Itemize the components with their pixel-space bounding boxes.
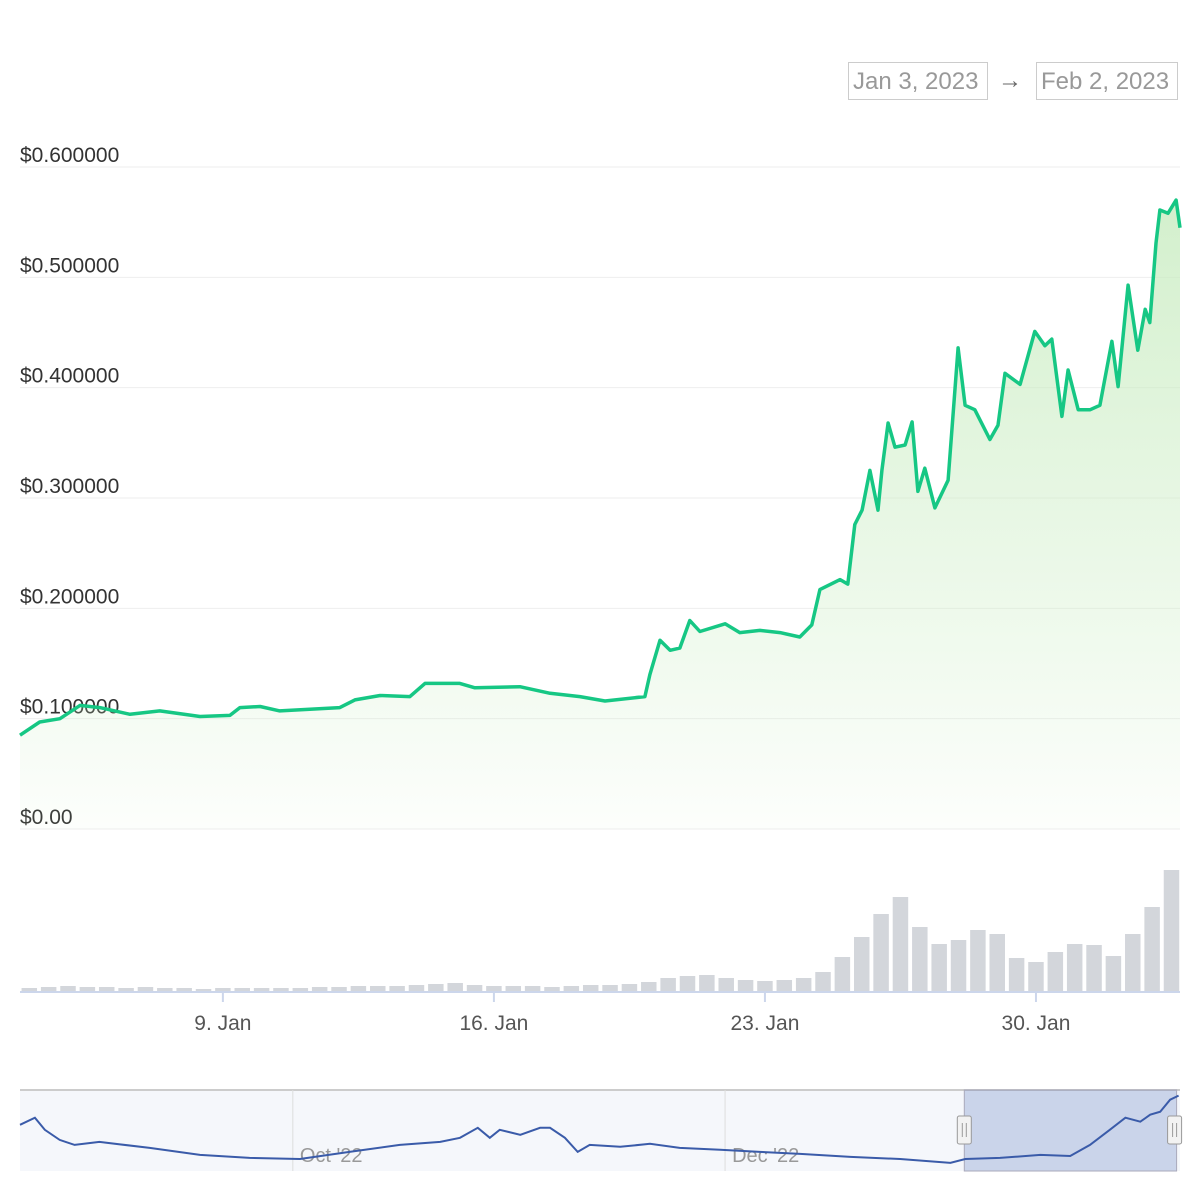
volume-bar <box>350 986 367 992</box>
y-tick-label: $0.400000 <box>20 365 119 388</box>
volume-bar <box>195 989 212 992</box>
navigator-line <box>19 1094 1180 1164</box>
volume-bar <box>234 988 250 992</box>
volume-bar <box>912 927 928 992</box>
volume-bar <box>1047 952 1064 992</box>
date-from[interactable]: Jan 3, 2023 <box>848 62 988 100</box>
date-to[interactable]: Feb 2, 2023 <box>1036 62 1178 100</box>
volume-bar <box>544 987 560 992</box>
y-tick-label: $0.500000 <box>20 254 119 277</box>
volume-bar <box>176 988 192 992</box>
volume-bar <box>215 988 231 992</box>
navigator-handle[interactable] <box>956 1115 972 1145</box>
volume-bar <box>602 985 618 992</box>
volume-bar <box>1008 958 1025 992</box>
volume-bar <box>1105 956 1122 992</box>
volume-bar <box>1144 907 1160 992</box>
y-tick-label: $0.200000 <box>20 585 119 608</box>
navigator-selection <box>963 1089 1178 1172</box>
volume-bar <box>989 934 1005 992</box>
volume-bar <box>466 985 483 992</box>
volume-bar <box>21 988 38 992</box>
volume-bar <box>815 972 831 992</box>
volume-bar <box>931 944 947 992</box>
area-fill <box>20 200 1180 830</box>
navigator-handle[interactable] <box>1167 1115 1183 1145</box>
volume-bar <box>447 983 463 992</box>
volume-bar <box>370 986 386 992</box>
volume-bar <box>60 986 76 992</box>
navigator-bg <box>20 1090 1180 1171</box>
volume-bar <box>892 897 909 992</box>
volume-bar <box>311 987 328 992</box>
volume-bar <box>505 986 522 992</box>
volume-bar <box>389 986 405 992</box>
volume-bar <box>1066 944 1083 992</box>
volume-bar <box>776 980 793 992</box>
volume-bar <box>408 985 425 992</box>
price-line <box>19 198 1182 737</box>
volume-bar <box>428 984 444 992</box>
volume-bar <box>853 937 870 992</box>
volume-bar <box>699 975 715 992</box>
volume-bar <box>137 987 154 992</box>
range-arrow: → <box>998 67 1022 94</box>
x-tick-label: 9. Jan <box>194 1012 251 1035</box>
volume-bar <box>524 986 541 992</box>
volume-bar <box>331 987 347 992</box>
volume-bar <box>253 988 270 992</box>
navigator-tick-label: Oct '22 <box>300 1145 363 1167</box>
volume-bar <box>1163 870 1180 992</box>
volume-bar <box>950 940 967 992</box>
volume-bar <box>486 986 502 992</box>
volume-bar <box>834 957 851 992</box>
x-tick-label: 23. Jan <box>730 1012 799 1035</box>
y-tick-label: $0.600000 <box>20 144 119 167</box>
volume-bar <box>1125 934 1141 992</box>
volume-bar <box>1086 945 1102 992</box>
volume-bar <box>1028 962 1044 992</box>
x-tick-label: 16. Jan <box>459 1012 528 1035</box>
x-tick-label: 30. Jan <box>1002 1012 1071 1035</box>
volume-bar <box>873 914 889 992</box>
volume-bar <box>660 978 676 992</box>
y-tick-label: $0.100000 <box>20 696 119 719</box>
volume-bar <box>679 976 696 992</box>
y-tick-label: $0.300000 <box>20 475 119 498</box>
y-tick-label: $0.00 <box>20 806 73 829</box>
volume-bar <box>563 986 580 992</box>
volume-bar <box>118 988 134 992</box>
navigator-tick-label: Dec '22 <box>732 1145 799 1167</box>
volume-bar <box>292 988 309 992</box>
volume-bar <box>98 987 115 992</box>
volume-bar <box>273 988 289 992</box>
volume-bar <box>157 988 173 992</box>
volume-bar <box>641 982 657 992</box>
volume-bar <box>970 930 986 992</box>
volume-bar <box>621 984 638 992</box>
volume-bar <box>757 981 773 992</box>
volume-bar <box>737 980 754 992</box>
volume-bar <box>582 985 599 992</box>
volume-bar <box>79 987 96 992</box>
volume-bar <box>40 987 57 992</box>
volume-bar <box>795 978 812 992</box>
volume-bar <box>718 978 734 992</box>
